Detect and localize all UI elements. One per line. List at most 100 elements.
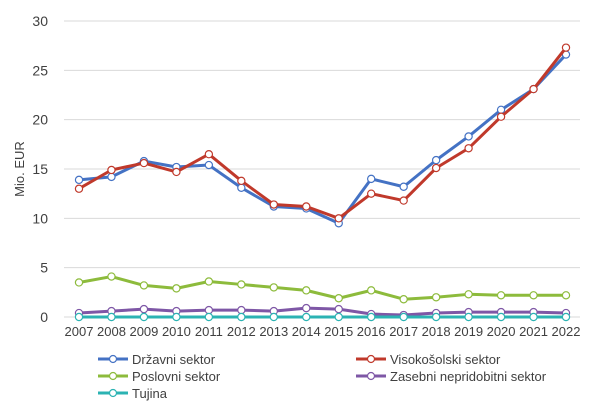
x-tick-label: 2018 <box>422 324 451 339</box>
data-point <box>431 163 441 173</box>
legend-item-zasebni: Zasebni nepridobitni sektor <box>356 366 546 386</box>
data-point <box>139 158 149 168</box>
x-tick-label: 2022 <box>552 324 581 339</box>
legend-marker-tujina <box>98 388 128 398</box>
data-point <box>431 155 441 165</box>
y-tick-label: 10 <box>32 210 48 226</box>
y-tick-label: 0 <box>40 309 48 325</box>
data-point <box>464 132 473 141</box>
data-point <box>139 312 149 322</box>
y-tick-label: 20 <box>32 112 48 128</box>
data-point <box>367 174 376 184</box>
data-point <box>204 312 214 322</box>
legend-item-tujina: Tujina <box>98 383 167 403</box>
data-point <box>139 281 149 290</box>
data-point <box>302 303 311 313</box>
data-point <box>107 312 116 322</box>
data-point <box>74 175 84 185</box>
data-point <box>204 149 214 159</box>
data-point <box>302 312 311 322</box>
series-line <box>78 46 568 220</box>
data-point <box>529 312 538 322</box>
data-point <box>367 286 376 295</box>
data-point <box>367 312 376 322</box>
data-point <box>399 196 408 205</box>
legend-marker-zasebni <box>356 371 386 381</box>
data-point <box>204 305 214 315</box>
data-point <box>431 293 441 302</box>
data-point <box>334 294 343 303</box>
legend-label: Tujina <box>132 385 167 401</box>
series-line <box>78 306 567 317</box>
data-point <box>237 183 246 192</box>
series-line <box>78 275 566 301</box>
data-point <box>464 290 473 299</box>
x-tick-label: 2010 <box>162 324 191 339</box>
x-tick-label: 2019 <box>454 324 483 339</box>
data-point <box>529 291 538 300</box>
y-tick-label: 5 <box>40 260 48 276</box>
x-tick-label: 2020 <box>487 324 516 339</box>
legend-item-drzavni: Državni sektor <box>98 349 215 369</box>
data-point <box>334 304 343 314</box>
legend-marker-poslovni <box>98 371 128 381</box>
data-point <box>399 312 408 322</box>
x-tick-label: 2012 <box>227 324 256 339</box>
data-point <box>269 200 278 209</box>
legend-label: Zasebni nepridobitni sektor <box>390 368 547 384</box>
data-point <box>269 283 278 292</box>
data-point <box>529 84 538 94</box>
data-point <box>269 312 278 322</box>
data-point <box>334 312 343 322</box>
x-tick-label: 2016 <box>357 324 386 339</box>
legend-item-visokosolski: Visokošolski sektor <box>356 349 500 369</box>
data-point <box>399 295 408 304</box>
series-0 <box>74 50 571 228</box>
data-point <box>74 278 84 287</box>
x-tick-label: 2008 <box>97 324 126 339</box>
data-point <box>107 272 116 281</box>
series-line <box>78 53 568 225</box>
x-tick-label: 2014 <box>292 324 321 339</box>
x-tick-label: 2017 <box>389 324 418 339</box>
data-point <box>464 312 473 322</box>
data-point <box>496 112 506 121</box>
data-point <box>561 43 571 52</box>
legend-label: Državni sektor <box>132 351 216 367</box>
data-point <box>496 312 506 322</box>
x-tick-label: 2007 <box>65 324 94 339</box>
x-tick-label: 2013 <box>259 324 288 339</box>
data-point <box>237 305 246 315</box>
legend-label: Visokošolski sektor <box>390 351 501 367</box>
series-1 <box>74 43 571 223</box>
data-point <box>74 184 84 193</box>
legend-marker-visokosolski <box>356 354 386 364</box>
data-point <box>107 172 116 182</box>
data-point <box>399 182 408 191</box>
y-tick-label: 25 <box>32 62 48 78</box>
data-point <box>496 291 506 300</box>
data-point <box>107 165 116 175</box>
data-point <box>561 312 571 322</box>
x-tick-label: 2015 <box>324 324 353 339</box>
x-tick-label: 2021 <box>519 324 548 339</box>
data-point <box>204 160 214 170</box>
data-point <box>237 280 246 289</box>
data-point <box>172 167 181 177</box>
x-axis-ticks: 2007 2008 2009 2010 2011 2012 2013 2014 2015 2016… <box>65 324 581 339</box>
data-point <box>74 312 84 322</box>
data-point <box>334 214 343 223</box>
legend-item-poslovni: Poslovni sektor <box>98 366 220 386</box>
series-4 <box>74 312 571 322</box>
legend-marker-drzavni <box>98 354 128 364</box>
data-point <box>302 286 311 295</box>
data-point <box>367 189 376 198</box>
data-point <box>237 312 246 322</box>
legend-label: Poslovni sektor <box>132 368 221 384</box>
data-point <box>561 291 571 300</box>
x-tick-label: 2011 <box>195 324 223 339</box>
data-point <box>464 144 473 153</box>
gridlines <box>64 20 580 318</box>
series-group <box>74 43 571 322</box>
